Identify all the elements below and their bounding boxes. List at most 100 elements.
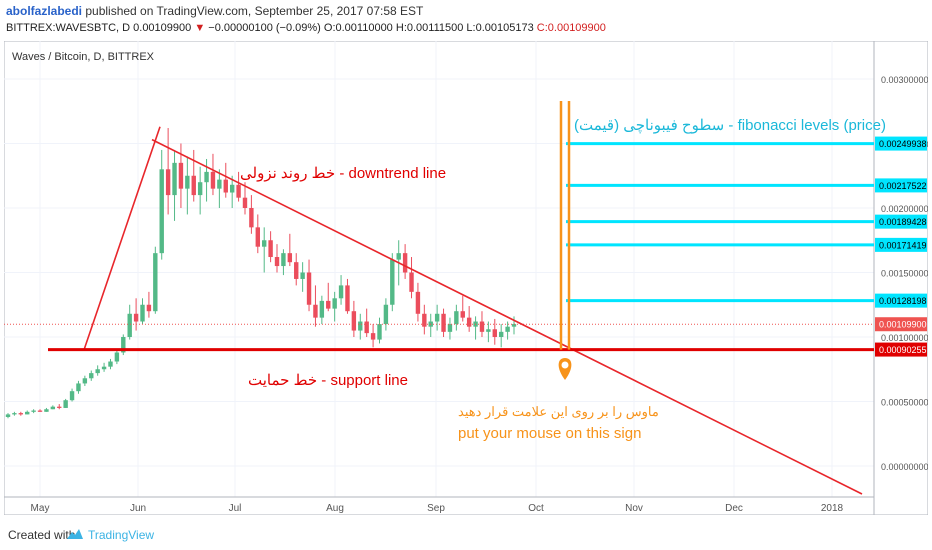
candle-body (434, 313, 440, 322)
candle-body (159, 169, 164, 254)
tradingview-brand[interactable]: TradingView (88, 528, 155, 542)
x-tick-label: Jul (229, 503, 242, 514)
candle-body (217, 179, 222, 189)
x-tick-label: Nov (625, 503, 643, 514)
candle-body (390, 259, 395, 305)
candle-body (236, 184, 241, 198)
last-price: 0.00109900 (133, 22, 192, 34)
candle-body (57, 406, 62, 408)
candle-body (44, 409, 49, 412)
candle-body (191, 175, 196, 196)
candle-body (415, 291, 421, 314)
price-label-text: 0.00217522 (879, 181, 927, 191)
author-link[interactable]: abolfazlabedi (6, 4, 83, 18)
candle-body (108, 361, 113, 367)
candle-body (146, 304, 152, 312)
x-tick-label: Oct (528, 503, 544, 514)
mouse-hint-en: put your mouse on this sign (458, 425, 641, 442)
candle-body (460, 311, 465, 318)
y-tick-label: 0.00300000 (881, 75, 928, 85)
candle-body (204, 171, 209, 183)
price-chart[interactable]: Waves / Bitcoin, D, BITTREX 0.00300000 0.… (3, 40, 929, 516)
price-label-text: 0.00128198 (879, 296, 927, 306)
candle-body (50, 406, 56, 410)
chart-area[interactable]: Waves / Bitcoin, D, BITTREX 0.00300000 0.… (3, 40, 929, 516)
candle-body (185, 175, 190, 189)
location-pin-dot (561, 361, 569, 369)
candle-body (332, 298, 337, 309)
candle-body (178, 162, 184, 189)
candle-body (268, 240, 273, 258)
price-label-box (875, 214, 927, 229)
created-with: Created with (8, 528, 76, 542)
x-tick-label: Jun (130, 503, 146, 514)
candle-body (95, 369, 100, 374)
candle-body (223, 179, 228, 193)
quote-line: BITTREX:WAVESBTC, D 0.00109900 ▼ −0.0000… (6, 22, 606, 34)
candle-body (172, 162, 177, 196)
y-tick-label: 0.00100000 (881, 333, 928, 343)
price-label-text: 0.00249938 (879, 139, 927, 149)
candle-body (370, 333, 376, 340)
candle-body (274, 257, 280, 267)
chart-frame (3, 40, 929, 516)
candle-body (165, 169, 171, 196)
candle-body (358, 321, 363, 331)
candle-body (511, 324, 517, 327)
location-pin-icon[interactable] (558, 358, 572, 380)
candle-body (505, 326, 510, 332)
candle-body (383, 304, 389, 325)
candle-body (12, 413, 17, 415)
candle-body (319, 300, 325, 318)
candle-body (396, 253, 401, 260)
candle-body (441, 313, 446, 332)
candle-body (486, 329, 491, 332)
candle-body (326, 300, 331, 309)
candle-body (197, 182, 203, 196)
tradingview-logo-icon[interactable] (66, 527, 84, 541)
price-label-box (875, 342, 927, 357)
candle-body (5, 414, 11, 417)
candle-body (466, 317, 472, 327)
candle-body (409, 272, 414, 292)
uptrend-line[interactable] (83, 126, 161, 351)
price-label-text: 0.00090255 (879, 345, 927, 355)
candle-body (262, 240, 267, 247)
x-tick-label: 2018 (821, 503, 844, 514)
candle-body (402, 253, 408, 273)
candle-body (210, 171, 216, 189)
change: −0.00000100 (−0.09%) (208, 22, 321, 34)
price-label-box (875, 317, 927, 332)
candle-body (255, 227, 260, 247)
mouse-hint-fa: ماوس را بر روی این علامت قرار دهید (458, 404, 659, 420)
candle-body (101, 366, 107, 370)
candle-body (133, 313, 139, 322)
price-label-text: 0.00109900 (879, 320, 927, 330)
y-tick-label: 0.00050000 (881, 398, 928, 408)
candle-body (121, 337, 126, 353)
downtrend-label: خط روند نزولی - downtrend line (240, 165, 446, 182)
downtrend-line[interactable] (151, 138, 863, 495)
candle-body (479, 321, 485, 332)
x-tick-label: May (31, 503, 50, 514)
candle-body (76, 383, 81, 392)
published-text: published on TradingView.com, September … (82, 4, 424, 18)
candle-body (287, 253, 293, 263)
candle-body (498, 331, 504, 337)
candle-body (492, 329, 497, 337)
footer: Created with TradingView (0, 518, 932, 550)
y-tick-label: 0.00000000 (881, 462, 928, 472)
x-tick-label: Aug (326, 503, 344, 514)
down-arrow-icon: ▼ (194, 22, 206, 34)
candle-body (18, 413, 24, 415)
candle-body (249, 208, 254, 228)
candle-body (294, 262, 299, 279)
candle-body (338, 285, 344, 299)
price-label-box (875, 237, 927, 252)
fibonacci-label: سطوح فیبوناچی (قیمت) - fibonacci levels … (574, 117, 886, 134)
y-tick-label: 0.00200000 (881, 204, 928, 214)
price-label-box (875, 178, 927, 193)
chart-title: Waves / Bitcoin, D, BITTREX (12, 51, 155, 63)
candle-body (153, 253, 158, 312)
symbol: BITTREX:WAVESBTC, D (6, 22, 131, 34)
